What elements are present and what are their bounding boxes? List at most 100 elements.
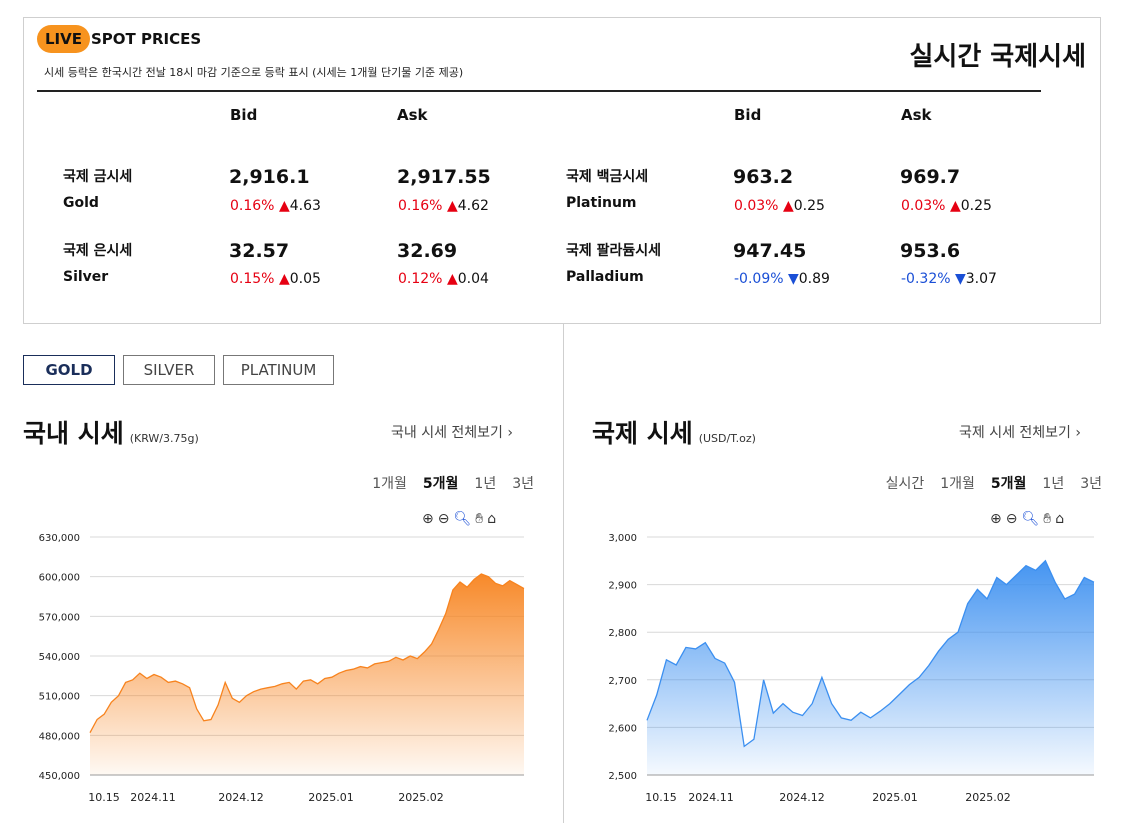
gold-bid-change: 0.16% ▲4.63 <box>230 198 321 214</box>
metal-gold: 국제 금시세 Gold <box>63 164 132 216</box>
domestic-more-link[interactable]: 국내 시세 전체보기 › <box>391 422 513 442</box>
price-note: 시세 등락은 한국시간 전날 18시 마감 기준으로 등락 표시 (시세는 1개… <box>44 66 464 79</box>
down-arrow-icon: ▼ <box>954 271 966 287</box>
palladium-bid-price: 947.45 <box>733 240 807 262</box>
up-arrow-icon: ▲ <box>782 198 794 214</box>
section-divider <box>563 324 564 823</box>
magnifier-icon[interactable]: 🔍︎ <box>1021 511 1040 527</box>
x-tick-label: 10.15 <box>88 791 120 804</box>
period-3y[interactable]: 3년 <box>1080 476 1102 492</box>
metal-name-ko: 국제 팔라듐시세 <box>566 243 662 259</box>
domestic-title: 국내 시세 (KRW/3.75g) <box>23 414 199 450</box>
metal-name-en: Platinum <box>566 195 637 211</box>
domestic-chart-tools: ⊕ ⊖ 🔍︎ ✋︎ ⌂ <box>418 511 496 527</box>
change-percent: -0.32% <box>901 271 951 287</box>
gold-ask-change: 0.16% ▲4.62 <box>398 198 489 214</box>
chevron-right-icon: › <box>1075 425 1082 441</box>
silver-bid-change: 0.15% ▲0.05 <box>230 271 321 287</box>
zoom-out-icon[interactable]: ⊖ <box>1005 511 1018 527</box>
tab-platinum[interactable]: PLATINUM <box>223 355 334 385</box>
y-tick-label: 2,700 <box>608 676 637 687</box>
palladium-bid-change: -0.09% ▼0.89 <box>734 271 830 287</box>
x-tick-label: 2024.12 <box>779 791 825 804</box>
change-percent: 0.15% <box>230 271 275 287</box>
international-period-selector: 실시간 1개월 5개월 1년 3년 <box>870 473 1102 493</box>
period-1m[interactable]: 1개월 <box>940 476 975 492</box>
gold-bid-price: 2,916.1 <box>229 166 310 188</box>
y-tick-label: 3,000 <box>608 533 637 544</box>
platinum-bid-price: 963.2 <box>733 166 794 188</box>
up-arrow-icon: ▲ <box>949 198 961 214</box>
y-tick-label: 570,000 <box>39 612 80 623</box>
x-tick-label: 2025.02 <box>965 791 1011 804</box>
change-amount: 4.62 <box>457 198 489 214</box>
gold-ask-price: 2,917.55 <box>397 166 491 188</box>
international-chart-tools: ⊕ ⊖ 🔍︎ ✋︎ ⌂ <box>986 511 1064 527</box>
palladium-ask-price: 953.6 <box>900 240 961 262</box>
zoom-out-icon[interactable]: ⊖ <box>437 511 450 527</box>
ask-header-right: Ask <box>901 106 932 124</box>
header-divider <box>37 90 1041 92</box>
palladium-ask-change: -0.32% ▼3.07 <box>901 271 997 287</box>
metal-platinum: 국제 백금시세 Platinum <box>566 164 648 216</box>
period-5m[interactable]: 5개월 <box>422 476 459 492</box>
metal-silver: 국제 은시세 Silver <box>63 238 132 290</box>
metal-name-ko: 국제 백금시세 <box>566 169 649 185</box>
price-line <box>646 559 1095 748</box>
change-percent: -0.09% <box>734 271 784 287</box>
x-tick-label: 2025.01 <box>872 791 918 804</box>
metal-name-en: Gold <box>63 195 99 211</box>
period-realtime[interactable]: 실시간 <box>885 476 925 492</box>
y-tick-label: 540,000 <box>39 652 80 663</box>
zoom-in-icon[interactable]: ⊕ <box>990 511 1002 527</box>
zoom-in-icon[interactable]: ⊕ <box>422 511 434 527</box>
magnifier-icon[interactable]: 🔍︎ <box>453 511 472 527</box>
change-amount: 4.63 <box>289 198 321 214</box>
period-1y[interactable]: 1년 <box>1042 476 1065 492</box>
home-icon[interactable]: ⌂ <box>1055 511 1065 527</box>
change-percent: 0.12% <box>398 271 443 287</box>
period-3y[interactable]: 3년 <box>512 476 534 492</box>
price-area <box>647 560 1094 775</box>
home-icon[interactable]: ⌂ <box>487 511 497 527</box>
period-1m[interactable]: 1개월 <box>372 476 407 492</box>
period-5m[interactable]: 5개월 <box>990 476 1027 492</box>
x-tick-label: 2025.02 <box>398 791 444 804</box>
period-1y[interactable]: 1년 <box>474 476 497 492</box>
hand-icon[interactable]: ✋︎ <box>475 511 484 527</box>
silver-ask-price: 32.69 <box>397 240 458 262</box>
y-tick-label: 510,000 <box>39 692 80 703</box>
platinum-ask-change: 0.03% ▲0.25 <box>901 198 992 214</box>
tab-gold[interactable]: GOLD <box>23 355 115 385</box>
domestic-period-selector: 1개월 5개월 1년 3년 <box>356 473 534 493</box>
international-more-link[interactable]: 국제 시세 전체보기 › <box>959 422 1081 442</box>
change-amount: 3.07 <box>965 271 997 287</box>
change-amount: 0.04 <box>457 271 489 287</box>
domestic-more-label: 국내 시세 전체보기 <box>391 425 503 441</box>
platinum-ask-price: 969.7 <box>900 166 961 188</box>
change-percent: 0.16% <box>398 198 443 214</box>
silver-ask-change: 0.12% ▲0.04 <box>398 271 489 287</box>
price-area <box>90 574 524 775</box>
chevron-right-icon: › <box>507 425 514 441</box>
metal-palladium: 국제 팔라듐시세 Palladium <box>566 238 661 290</box>
y-tick-label: 2,600 <box>608 723 637 734</box>
bid-header-right: Bid <box>734 106 762 124</box>
ask-header-left: Ask <box>397 106 428 124</box>
domestic-unit: (KRW/3.75g) <box>129 432 199 445</box>
international-more-label: 국제 시세 전체보기 <box>959 425 1071 441</box>
y-tick-label: 630,000 <box>39 533 80 544</box>
hand-icon[interactable]: ✋︎ <box>1043 511 1052 527</box>
metal-name-ko: 국제 금시세 <box>63 169 133 185</box>
y-tick-label: 2,900 <box>608 581 637 592</box>
x-tick-label: 2024.12 <box>218 791 264 804</box>
platinum-bid-change: 0.03% ▲0.25 <box>734 198 825 214</box>
y-tick-label: 600,000 <box>39 573 80 584</box>
change-percent: 0.16% <box>230 198 275 214</box>
change-amount: 0.05 <box>289 271 321 287</box>
live-badge: LIVE <box>37 25 90 53</box>
x-tick-label: 2024.11 <box>130 791 176 804</box>
metal-name-ko: 국제 은시세 <box>63 243 133 259</box>
tab-silver[interactable]: SILVER <box>123 355 215 385</box>
change-percent: 0.03% <box>901 198 946 214</box>
